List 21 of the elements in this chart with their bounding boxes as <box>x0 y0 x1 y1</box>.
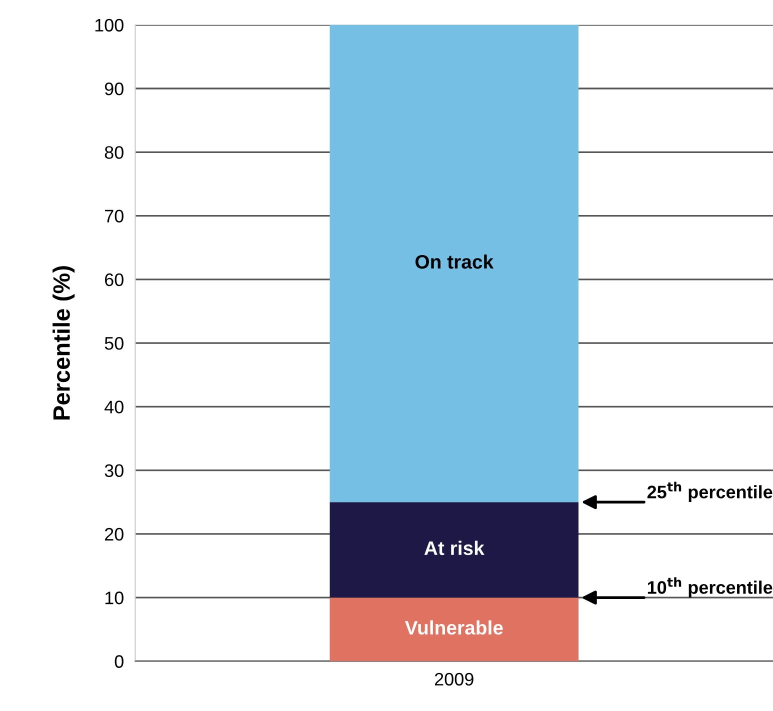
y-tick-label: 100 <box>95 18 124 32</box>
annotation: 10$^{th}$ percentile <box>648 577 772 598</box>
y-tick-label: 40 <box>104 400 124 414</box>
series-label: Vulnerable <box>404 620 503 635</box>
y-tick-label: 80 <box>104 146 124 159</box>
y-tick-label: 50 <box>104 336 124 350</box>
bar <box>330 24 578 502</box>
y-tick-label: 10 <box>105 592 124 604</box>
y-tick-label: 20 <box>104 528 124 541</box>
series-label: At risk <box>424 540 484 556</box>
bar <box>330 598 578 662</box>
y-tick-label: 70 <box>105 210 124 223</box>
y-tick-label: 90 <box>104 82 124 96</box>
x-tick-label: 2009 <box>434 672 474 686</box>
y-tick-label: 30 <box>104 464 124 478</box>
y-axis-title: Percentile (%) <box>52 266 75 420</box>
bar <box>330 502 578 598</box>
y-tick-label: 0 <box>114 655 124 668</box>
y-tick-label: 60 <box>105 273 124 286</box>
series-label: On track <box>415 254 494 269</box>
annotation: 25$^{th}$ percentile <box>647 482 772 502</box>
